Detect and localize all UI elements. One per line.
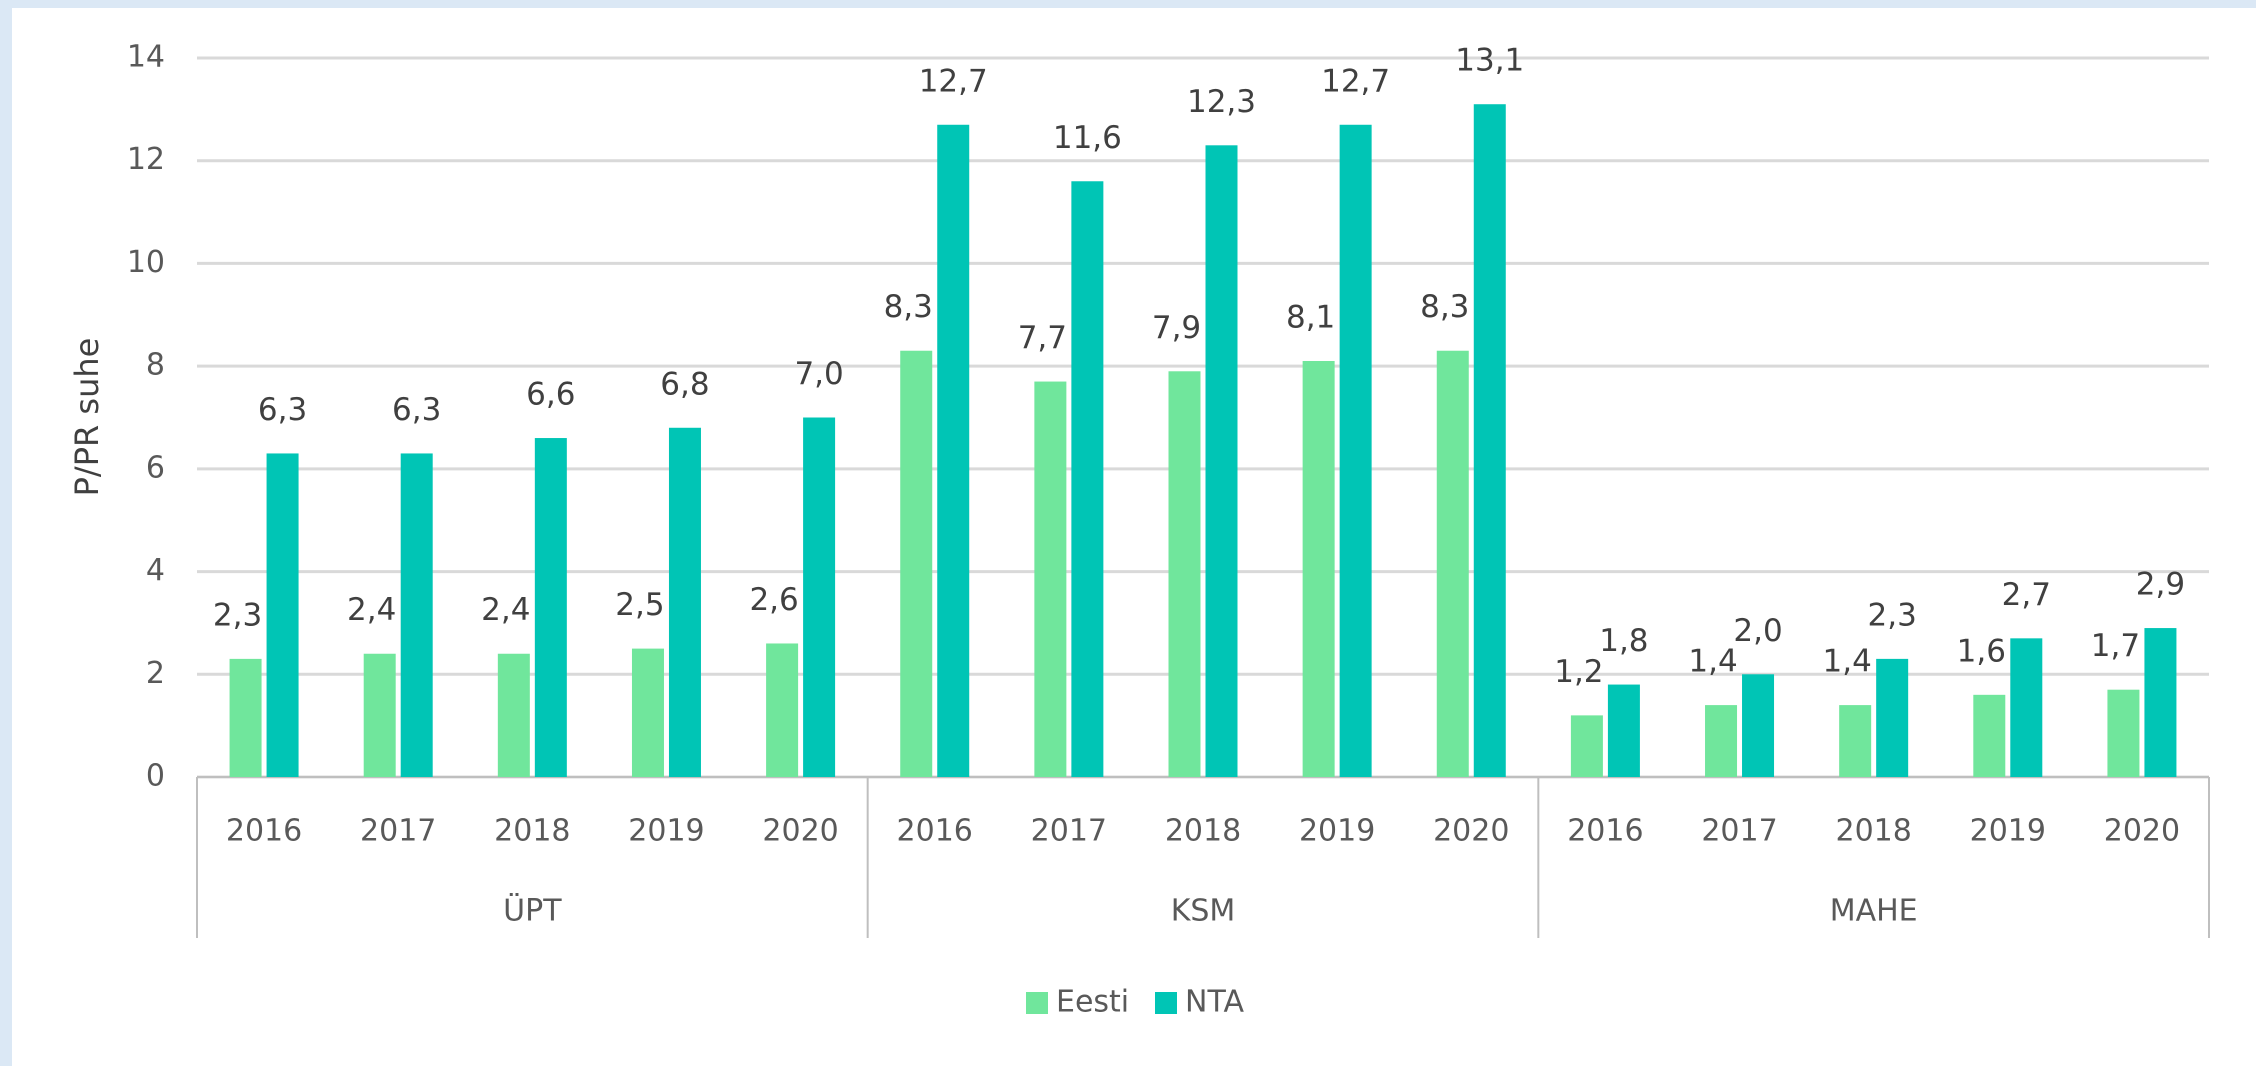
data-label: 12,7 <box>1321 63 1390 99</box>
x-tick-label: 2020 <box>1433 814 1509 849</box>
data-label: 6,3 <box>392 392 441 428</box>
y-tick-label: 2 <box>146 656 165 691</box>
x-tick-label: 2017 <box>360 814 436 849</box>
bar <box>534 438 567 777</box>
x-tick-label: 2018 <box>1835 814 1911 849</box>
data-label: 2,3 <box>213 597 262 633</box>
bar <box>1705 705 1738 777</box>
data-label: 1,7 <box>2091 628 2140 664</box>
bar <box>1876 658 1909 777</box>
bar <box>1168 371 1201 777</box>
x-tick-label: 2020 <box>2104 814 2180 849</box>
data-label: 2,9 <box>2136 567 2185 603</box>
bar <box>2144 628 2177 777</box>
bar <box>2107 689 2140 777</box>
bar <box>1302 361 1335 777</box>
data-label: 12,7 <box>919 63 988 99</box>
bar <box>2010 638 2043 777</box>
bar <box>400 453 433 777</box>
bar <box>229 658 262 777</box>
legend-swatch <box>1155 992 1177 1014</box>
x-tick-label: 2016 <box>226 814 302 849</box>
bar <box>1034 381 1067 777</box>
data-label: 1,4 <box>1688 644 1737 680</box>
data-label: 1,4 <box>1823 644 1872 680</box>
bar <box>1570 715 1603 777</box>
data-label: 1,2 <box>1554 654 1603 690</box>
data-label: 6,6 <box>526 377 575 413</box>
group-label: MAHE <box>1830 894 1918 929</box>
bar <box>1436 350 1469 777</box>
y-tick-label: 0 <box>146 759 165 794</box>
bar <box>1742 674 1775 777</box>
data-label: 2,4 <box>347 592 396 628</box>
bar <box>937 124 970 777</box>
data-label: 2,7 <box>2002 577 2051 613</box>
y-tick-label: 8 <box>146 348 165 383</box>
bar <box>803 417 836 777</box>
bar <box>1607 684 1640 777</box>
chart-background <box>12 8 2256 1066</box>
group-label: ÜPT <box>503 893 562 929</box>
data-label: 1,6 <box>1957 633 2006 669</box>
bar <box>766 643 799 777</box>
x-tick-label: 2016 <box>1567 814 1643 849</box>
x-tick-label: 2017 <box>1031 814 1107 849</box>
data-label: 2,5 <box>615 587 664 623</box>
data-label: 2,0 <box>1733 613 1782 649</box>
data-label: 1,8 <box>1599 623 1648 659</box>
legend-label: Eesti <box>1056 985 1129 1020</box>
x-tick-label: 2017 <box>1701 814 1777 849</box>
data-label: 13,1 <box>1455 43 1524 79</box>
x-tick-label: 2018 <box>494 814 570 849</box>
bar <box>1071 181 1104 777</box>
y-axis-title: P/PR suhe <box>68 338 106 497</box>
data-label: 7,0 <box>794 356 843 392</box>
bar <box>1339 124 1372 777</box>
bar <box>1839 705 1872 777</box>
data-label: 8,3 <box>884 289 933 325</box>
bar <box>497 653 530 777</box>
x-tick-label: 2018 <box>1165 814 1241 849</box>
data-label: 6,8 <box>660 366 709 402</box>
data-label: 8,1 <box>1286 300 1335 336</box>
bar <box>1973 694 2006 777</box>
y-tick-label: 6 <box>146 450 165 485</box>
data-label: 7,9 <box>1152 310 1201 346</box>
y-tick-label: 10 <box>127 245 165 280</box>
x-tick-label: 2019 <box>1299 814 1375 849</box>
legend-label: NTA <box>1185 985 1244 1020</box>
bar <box>668 427 701 777</box>
x-tick-label: 2019 <box>628 814 704 849</box>
data-label: 11,6 <box>1053 120 1122 156</box>
legend-swatch <box>1026 992 1048 1014</box>
data-label: 6,3 <box>258 392 307 428</box>
y-tick-label: 12 <box>127 142 165 177</box>
data-label: 7,7 <box>1018 320 1067 356</box>
data-label: 12,3 <box>1187 84 1256 120</box>
bar <box>631 648 664 777</box>
bar <box>1205 145 1238 778</box>
bar <box>363 653 396 777</box>
y-tick-label: 4 <box>146 553 165 588</box>
bar <box>1473 104 1506 777</box>
data-label: 8,3 <box>1420 289 1469 325</box>
x-tick-label: 2016 <box>897 814 973 849</box>
data-label: 2,3 <box>1868 597 1917 633</box>
data-label: 2,4 <box>481 592 530 628</box>
bar <box>900 350 933 777</box>
x-tick-label: 2019 <box>1970 814 2046 849</box>
bar <box>266 453 299 777</box>
y-tick-label: 14 <box>127 40 165 75</box>
x-tick-label: 2020 <box>762 814 838 849</box>
data-label: 2,6 <box>749 582 798 618</box>
group-label: KSM <box>1171 894 1236 929</box>
